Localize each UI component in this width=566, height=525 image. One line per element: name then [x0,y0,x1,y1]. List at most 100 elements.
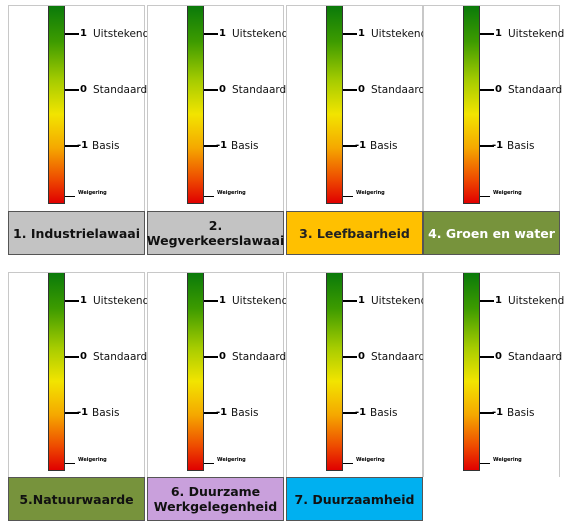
scale-tick [480,412,494,414]
scale-label: Basis [370,407,398,419]
criterion-title: 5.Natuurwaarde [8,477,145,521]
gradient-scale-bar [187,6,204,204]
score-scale-panel: 1 Uitstekend 0 Standaard -1 Basis Weigering [423,272,564,479]
criterion-title: 6. Duurzame Werkgelegenheid [147,477,284,521]
scale-value: 0 [80,351,87,362]
scale-tick [65,300,79,302]
criterion-title [423,477,560,521]
gradient-scale-bar [326,6,343,204]
scale-tick [480,300,494,302]
scale-label-weigering: Weigering [217,457,246,463]
scale-tick [343,89,357,91]
scale-tick [480,196,490,197]
scale-tick [204,463,214,464]
scale-label: Standaard [232,84,287,96]
scale-value: 1 [80,28,87,39]
scale-value: 1 [219,28,226,39]
scale-label: Uitstekend [232,28,289,40]
scale-label: Basis [92,407,120,419]
scale-label: Standaard [508,351,563,363]
scale-label: Standaard [371,351,426,363]
scale-tick [480,89,494,91]
scale-tick [204,89,218,91]
scale-value: -1 [216,140,228,151]
gradient-scale-bar [463,273,480,471]
scale-value: 0 [495,351,502,362]
scale-tick [65,196,75,197]
score-scale-panel: 1 Uitstekend 0 Standaard -1 Basis Weigering [147,5,288,212]
scale-label: Basis [92,140,120,152]
gradient-scale-bar [48,6,65,204]
scale-value: -1 [77,140,89,151]
scale-tick [480,356,494,358]
scale-value: 1 [358,28,365,39]
scale-tick [343,412,357,414]
scale-value: -1 [77,407,89,418]
criterion-title: 4. Groen en water [423,211,560,255]
scale-value: -1 [355,140,367,151]
scale-tick [204,145,218,147]
scale-label: Standaard [371,84,426,96]
scale-tick [65,33,79,35]
score-scale-panel: 1 Uitstekend 0 Standaard -1 Basis Weigering [286,5,427,212]
gradient-scale-bar [187,273,204,471]
scale-label: Uitstekend [232,295,289,307]
scale-tick [65,412,79,414]
scale-tick [480,145,494,147]
scale-label: Standaard [93,351,148,363]
scale-value: 0 [219,351,226,362]
scale-label: Basis [370,140,398,152]
scale-label: Uitstekend [93,295,150,307]
score-scale-panel: 1 Uitstekend 0 Standaard -1 Basis Weigering [8,272,149,479]
scale-label: Uitstekend [508,295,565,307]
criterion-title: 2. Wegverkeerslawaai [147,211,284,255]
scale-tick [65,463,75,464]
scale-tick [204,412,218,414]
gradient-scale-bar [326,273,343,471]
scale-value: 0 [358,351,365,362]
scale-label: Standaard [93,84,148,96]
scale-tick [343,33,357,35]
scale-value: 1 [495,295,502,306]
scale-value: -1 [492,140,504,151]
scale-value: -1 [355,407,367,418]
scale-tick [343,356,357,358]
criterion-title: 3. Leefbaarheid [286,211,423,255]
criterion-title: 7. Duurzaamheid [286,477,423,521]
scale-label: Standaard [508,84,563,96]
scale-label: Uitstekend [508,28,565,40]
scale-label-weigering: Weigering [78,457,107,463]
scale-label: Uitstekend [93,28,150,40]
score-scale-panel: 1 Uitstekend 0 Standaard -1 Basis Weigering [286,272,427,479]
scale-tick [204,356,218,358]
scale-value: -1 [492,407,504,418]
scale-tick [343,196,353,197]
scale-value: 1 [495,28,502,39]
scale-label: Uitstekend [371,28,428,40]
scale-label-weigering: Weigering [78,190,107,196]
scale-label: Basis [507,140,535,152]
scale-tick [65,145,79,147]
scale-value: 1 [358,295,365,306]
scale-tick [204,196,214,197]
gradient-scale-bar [48,273,65,471]
scale-label-weigering: Weigering [356,457,385,463]
scale-tick [204,300,218,302]
scale-value: -1 [216,407,228,418]
scale-value: 0 [219,84,226,95]
scale-label: Basis [231,407,259,419]
scale-tick [65,356,79,358]
scale-tick [65,89,79,91]
score-scale-panel: 1 Uitstekend 0 Standaard -1 Basis Weigering [8,5,149,212]
scale-tick [204,33,218,35]
scale-label-weigering: Weigering [217,190,246,196]
gradient-scale-bar [463,6,480,204]
scale-label: Basis [507,407,535,419]
scale-label-weigering: Weigering [356,190,385,196]
scale-value: 1 [219,295,226,306]
scale-value: 0 [495,84,502,95]
score-scale-panel: 1 Uitstekend 0 Standaard -1 Basis Weigering [423,5,564,212]
scale-label: Standaard [232,351,287,363]
scale-value: 1 [80,295,87,306]
scale-tick [480,463,490,464]
